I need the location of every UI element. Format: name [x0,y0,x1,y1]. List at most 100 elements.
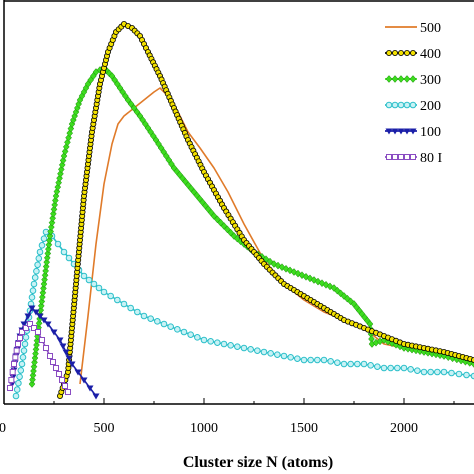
data-point [68,361,76,368]
data-point [20,347,28,354]
data-point [59,377,65,383]
data-point [30,280,38,288]
data-point [127,304,134,312]
data-point [214,339,221,346]
data-point [347,360,354,368]
data-point [340,360,348,368]
data-point [247,346,254,353]
data-point [409,101,417,109]
legend-item: 100 [385,125,441,140]
data-point [392,154,398,160]
legend-label: 400 [420,47,441,62]
data-point [47,353,53,359]
x-tick-label: 0 [0,421,6,436]
data-point [420,368,428,376]
data-point [260,348,268,356]
data-point [397,50,404,57]
data-point [194,334,201,341]
data-point [31,325,37,331]
data-point [403,75,411,83]
data-point [180,328,188,336]
data-point [60,248,68,256]
data-point [397,128,405,135]
data-point [31,274,39,281]
data-point [391,128,399,135]
data-point [187,331,194,338]
data-point [17,367,25,374]
legend-item: 300 [385,73,441,88]
data-point [29,287,37,294]
data-point [440,368,448,376]
data-point [147,315,154,322]
data-point [15,341,21,347]
data-point [21,340,29,348]
data-point [90,280,98,288]
data-point [59,343,67,350]
data-point [403,101,411,109]
data-point [62,349,70,356]
data-point [20,321,28,328]
data-point [391,75,399,83]
data-point [385,75,393,83]
data-point [65,254,73,262]
data-point [11,361,17,367]
x-tick-label: 1500 [290,421,318,436]
legend-item: 80 I [385,151,443,166]
legend-item: 400 [385,47,441,62]
data-point [160,320,168,328]
data-point [74,369,82,376]
data-point [19,329,25,335]
data-point [174,326,181,333]
data-point [8,377,15,383]
data-point [28,305,36,312]
data-point [274,351,281,358]
data-point [127,100,135,108]
data-point [463,371,470,379]
data-point [287,354,294,361]
data-point [394,364,401,372]
data-point [40,317,48,324]
data-point [56,371,62,377]
data-point [53,365,59,371]
data-point [58,165,65,174]
series-400 [57,20,474,399]
x-tick-label: 1000 [190,421,218,436]
data-point [294,355,301,362]
data-point [16,373,23,381]
data-point [40,235,48,242]
data-point [154,318,161,325]
data-point [391,101,399,109]
legend: 500 400 300 200 100 80 I [385,21,443,166]
data-point [17,335,23,341]
data-point [36,313,44,320]
data-point [130,104,138,112]
data-point [455,370,463,378]
series-group [7,20,474,400]
data-point [140,312,148,320]
plot-area [7,20,474,400]
data-point [391,50,398,57]
data-point [95,284,103,292]
data-point [86,385,94,392]
data-point [36,248,44,256]
data-point [34,261,41,269]
data-point [13,347,20,354]
x-tick-label: 2000 [390,421,418,436]
data-point [80,377,88,384]
data-point [124,96,132,104]
data-point [327,358,334,365]
data-point [35,255,43,262]
data-point [434,368,441,376]
data-point [314,356,321,364]
series-80 [7,321,71,395]
data-point [360,360,368,368]
data-point [254,347,261,354]
data-point [470,372,474,380]
legend-label: 80 I [420,151,443,166]
x-axis-title: Cluster size N (atoms) [183,454,333,471]
data-point [280,352,288,360]
legend-item: 200 [385,99,441,114]
data-point [65,389,71,395]
data-point [385,50,392,57]
data-point [44,321,52,328]
